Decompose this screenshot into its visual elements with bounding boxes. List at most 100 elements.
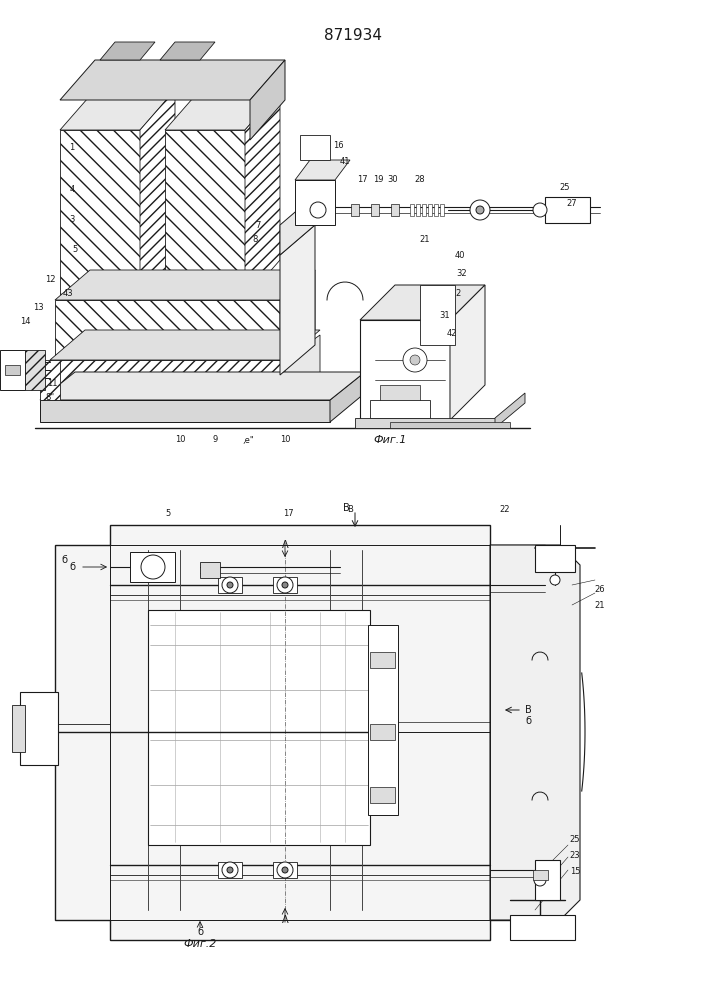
Polygon shape bbox=[130, 552, 175, 582]
Polygon shape bbox=[330, 372, 365, 422]
Text: 5: 5 bbox=[72, 245, 78, 254]
Polygon shape bbox=[371, 204, 379, 216]
Polygon shape bbox=[495, 393, 525, 428]
Polygon shape bbox=[355, 418, 495, 428]
Polygon shape bbox=[422, 204, 426, 216]
Text: 17: 17 bbox=[357, 176, 368, 184]
Polygon shape bbox=[380, 385, 420, 405]
Polygon shape bbox=[391, 204, 399, 216]
Circle shape bbox=[277, 577, 293, 593]
Text: 21: 21 bbox=[595, 600, 605, 609]
Polygon shape bbox=[218, 577, 242, 593]
Text: б: б bbox=[525, 716, 531, 726]
Text: 27: 27 bbox=[567, 200, 578, 209]
Polygon shape bbox=[434, 204, 438, 216]
Polygon shape bbox=[295, 160, 350, 180]
Polygon shape bbox=[295, 180, 335, 225]
Text: 2: 2 bbox=[455, 288, 461, 298]
Text: 16: 16 bbox=[333, 140, 344, 149]
Text: 871934: 871934 bbox=[324, 27, 382, 42]
Text: 13: 13 bbox=[33, 302, 43, 312]
Text: 7: 7 bbox=[255, 221, 261, 230]
Text: 10: 10 bbox=[175, 436, 185, 444]
Polygon shape bbox=[12, 705, 25, 752]
Polygon shape bbox=[360, 285, 485, 320]
Polygon shape bbox=[55, 525, 545, 940]
Polygon shape bbox=[55, 300, 280, 360]
Text: 43: 43 bbox=[63, 290, 74, 298]
Text: 17: 17 bbox=[283, 508, 293, 518]
Polygon shape bbox=[140, 90, 175, 300]
Text: 5: 5 bbox=[165, 508, 170, 518]
Circle shape bbox=[277, 862, 293, 878]
Text: 32: 32 bbox=[457, 269, 467, 278]
Text: 30: 30 bbox=[387, 176, 398, 184]
Text: 9: 9 bbox=[212, 436, 218, 444]
Circle shape bbox=[227, 867, 233, 873]
Polygon shape bbox=[510, 915, 575, 940]
Polygon shape bbox=[5, 365, 20, 375]
Polygon shape bbox=[535, 860, 560, 900]
Circle shape bbox=[227, 582, 233, 588]
Text: 31: 31 bbox=[440, 310, 450, 320]
Polygon shape bbox=[416, 204, 420, 216]
Circle shape bbox=[533, 203, 547, 217]
Circle shape bbox=[282, 867, 288, 873]
Text: В: В bbox=[525, 705, 532, 715]
Text: 8: 8 bbox=[252, 235, 257, 244]
Text: 3: 3 bbox=[69, 216, 75, 225]
Polygon shape bbox=[390, 422, 510, 428]
Text: А: А bbox=[281, 915, 288, 925]
Polygon shape bbox=[280, 225, 315, 375]
Polygon shape bbox=[165, 90, 280, 130]
Polygon shape bbox=[420, 285, 455, 345]
Text: А: А bbox=[281, 540, 288, 550]
Polygon shape bbox=[250, 60, 285, 140]
Polygon shape bbox=[280, 195, 315, 255]
Text: б: б bbox=[69, 562, 75, 572]
Polygon shape bbox=[0, 350, 25, 390]
Polygon shape bbox=[245, 90, 280, 300]
Text: б: б bbox=[62, 555, 68, 565]
Text: 19: 19 bbox=[373, 176, 383, 184]
Polygon shape bbox=[100, 42, 155, 60]
Text: 40: 40 bbox=[455, 250, 465, 259]
Polygon shape bbox=[55, 270, 315, 300]
Polygon shape bbox=[200, 562, 220, 578]
Text: Фиг.1: Фиг.1 bbox=[373, 435, 407, 445]
Circle shape bbox=[310, 202, 326, 218]
Text: 12: 12 bbox=[45, 275, 55, 284]
Polygon shape bbox=[351, 204, 359, 216]
Polygon shape bbox=[273, 577, 297, 593]
Circle shape bbox=[282, 582, 288, 588]
Polygon shape bbox=[428, 204, 432, 216]
Polygon shape bbox=[285, 335, 320, 400]
Polygon shape bbox=[148, 610, 370, 845]
Text: 15: 15 bbox=[570, 867, 580, 876]
Circle shape bbox=[141, 555, 165, 579]
Polygon shape bbox=[280, 270, 315, 360]
Circle shape bbox=[550, 575, 560, 585]
Polygon shape bbox=[370, 400, 430, 418]
Text: 41: 41 bbox=[340, 157, 350, 166]
Polygon shape bbox=[535, 545, 575, 572]
Polygon shape bbox=[160, 42, 215, 60]
Text: 25: 25 bbox=[560, 184, 571, 192]
Text: 4: 4 bbox=[69, 186, 75, 194]
Text: 26: 26 bbox=[595, 585, 605, 594]
Text: В: В bbox=[347, 506, 353, 514]
Circle shape bbox=[410, 355, 420, 365]
Polygon shape bbox=[50, 360, 285, 400]
Text: 21: 21 bbox=[420, 235, 431, 244]
Polygon shape bbox=[60, 90, 175, 130]
Text: 42: 42 bbox=[447, 330, 457, 338]
Text: 23: 23 bbox=[570, 850, 580, 859]
Polygon shape bbox=[40, 400, 330, 422]
Polygon shape bbox=[370, 724, 395, 740]
Polygon shape bbox=[440, 204, 444, 216]
Text: 28: 28 bbox=[415, 176, 426, 184]
Polygon shape bbox=[370, 652, 395, 668]
Circle shape bbox=[403, 348, 427, 372]
Circle shape bbox=[222, 862, 238, 878]
Text: 22: 22 bbox=[500, 506, 510, 514]
